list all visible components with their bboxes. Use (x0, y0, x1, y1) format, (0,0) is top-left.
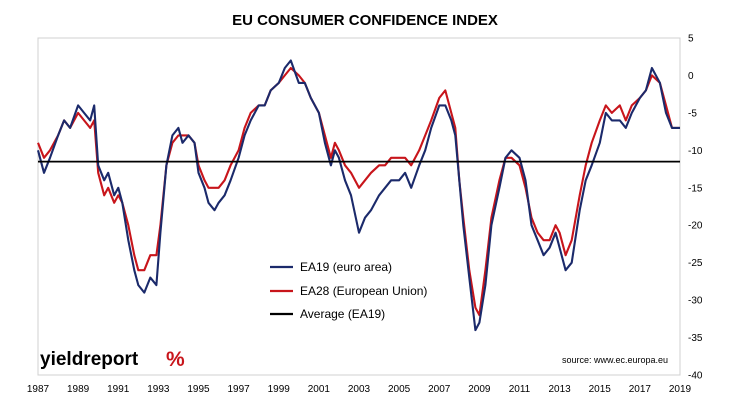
y-axis: 5 0 -5 -10 -15 -20 -25 -30 -35 -40 (688, 34, 703, 382)
logo-text: yieldreport (40, 349, 139, 370)
plot-area (37, 37, 681, 376)
y-tick-label: -5 (688, 108, 697, 119)
x-tick-label: 1999 (268, 384, 291, 395)
x-tick-label: 1989 (67, 384, 90, 395)
legend: EA19 (euro area) EA28 (European Union) Ave… (270, 260, 427, 321)
x-tick-label: 1997 (228, 384, 251, 395)
x-tick-label: 2005 (388, 384, 411, 395)
x-tick-label: 2011 (509, 384, 531, 395)
source-note: source: www.ec.europa.eu (562, 355, 668, 365)
y-tick-label: -40 (688, 371, 703, 382)
x-tick-label: 2003 (348, 384, 371, 395)
x-tick-label: 2009 (468, 384, 491, 395)
x-axis: 1987 1989 1991 1993 1995 1997 1999 2001 2003 2005… (27, 384, 692, 395)
y-tick-label: -30 (688, 296, 703, 307)
y-tick-label: 0 (688, 71, 694, 82)
y-tick-label: 5 (688, 34, 694, 45)
x-tick-label: 2001 (308, 384, 331, 395)
chart-title: EU CONSUMER CONFIDENCE INDEX (232, 12, 498, 29)
series-layer (36, 59, 680, 332)
series-line-1 (36, 59, 680, 332)
x-tick-label: 2013 (549, 384, 572, 395)
legend-label: EA19 (euro area) (300, 260, 392, 274)
x-tick-label: 1987 (27, 384, 50, 395)
logo-percent-icon: % (166, 348, 185, 371)
x-tick-label: 1995 (187, 384, 210, 395)
x-tick-label: 2017 (629, 384, 652, 395)
legend-label: EA28 (European Union) (300, 284, 427, 298)
x-tick-label: 2019 (669, 384, 692, 395)
logo: yieldreport % (40, 348, 185, 371)
x-tick-label: 1993 (147, 384, 170, 395)
series-line-2 (37, 66, 680, 317)
y-tick-label: -10 (688, 146, 703, 157)
y-tick-label: -15 (688, 183, 703, 194)
y-tick-label: -20 (688, 221, 703, 232)
legend-label: Average (EA19) (300, 307, 385, 321)
x-tick-label: 1991 (107, 384, 130, 395)
y-tick-label: -25 (688, 258, 703, 269)
y-tick-label: -35 (688, 333, 703, 344)
x-tick-label: 2007 (428, 384, 451, 395)
x-tick-label: 2015 (589, 384, 612, 395)
